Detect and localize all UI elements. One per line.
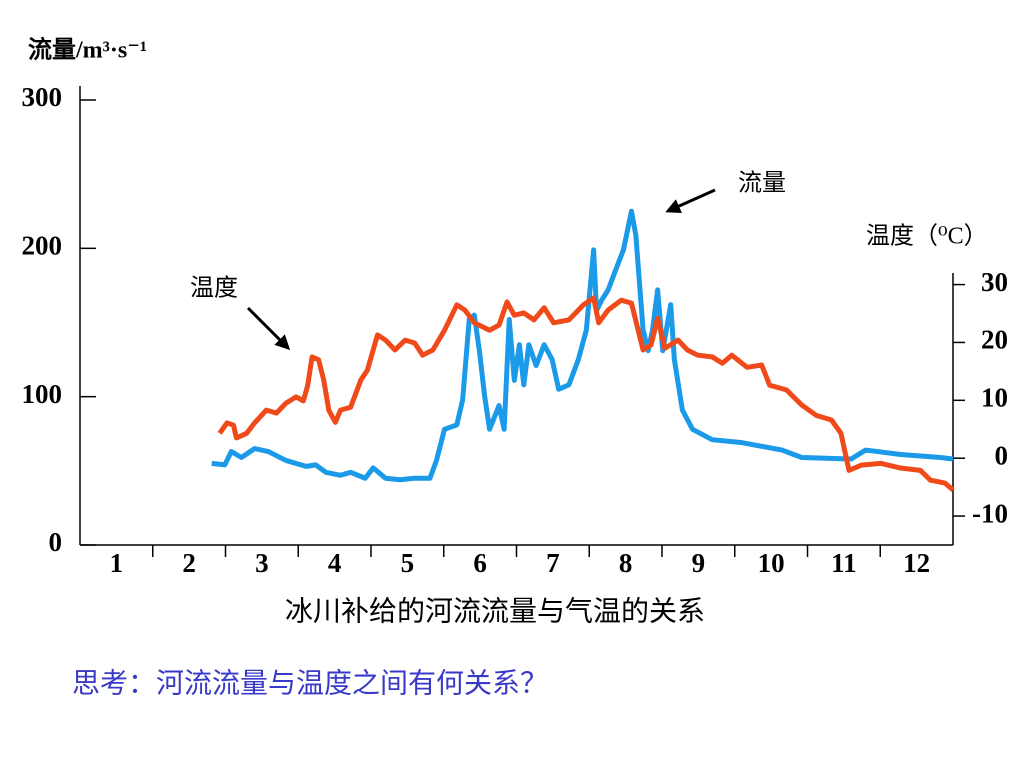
line-series [217,295,955,492]
y2-axis-label: 温度（⁰C） [866,223,988,250]
y-tick-label: 100 [22,379,63,409]
y2-tick-label: -10 [972,498,1008,528]
x-tick-label: 11 [831,548,857,578]
y-tick-label: 300 [22,82,63,112]
annotation-arrow [246,306,291,351]
y2-tick-label: 0 [995,440,1009,470]
x-tick-label: 10 [758,548,785,578]
x-tick-label: 4 [328,548,342,578]
x-tick-label: 12 [903,548,930,578]
annotation: 温度 [190,275,238,302]
x-tick-label: 2 [182,548,196,578]
x-tick-label: 7 [546,548,560,578]
x-tick-label: 8 [619,548,633,578]
annotation: 流量 [738,170,786,197]
x-tick-label: 6 [473,548,487,578]
line-series [211,208,954,483]
y-axis-label: 流量/m³·s⁻¹ [28,37,147,64]
y2-tick-label: 10 [981,383,1008,413]
x-tick-label: 3 [255,548,269,578]
y2-tick-label: 30 [981,267,1008,297]
y-tick-label: 0 [49,527,63,557]
annotation-arrow [665,188,716,213]
y-tick-label: 200 [22,231,63,261]
x-tick-label: 9 [692,548,706,578]
x-tick-label: 5 [401,548,415,578]
y2-tick-label: 20 [981,325,1008,355]
caption: 冰川补给的河流流量与气温的关系 [285,595,705,627]
x-tick-label: 1 [110,548,124,578]
question: 思考：河流流量与温度之间有何关系？ [72,667,548,699]
